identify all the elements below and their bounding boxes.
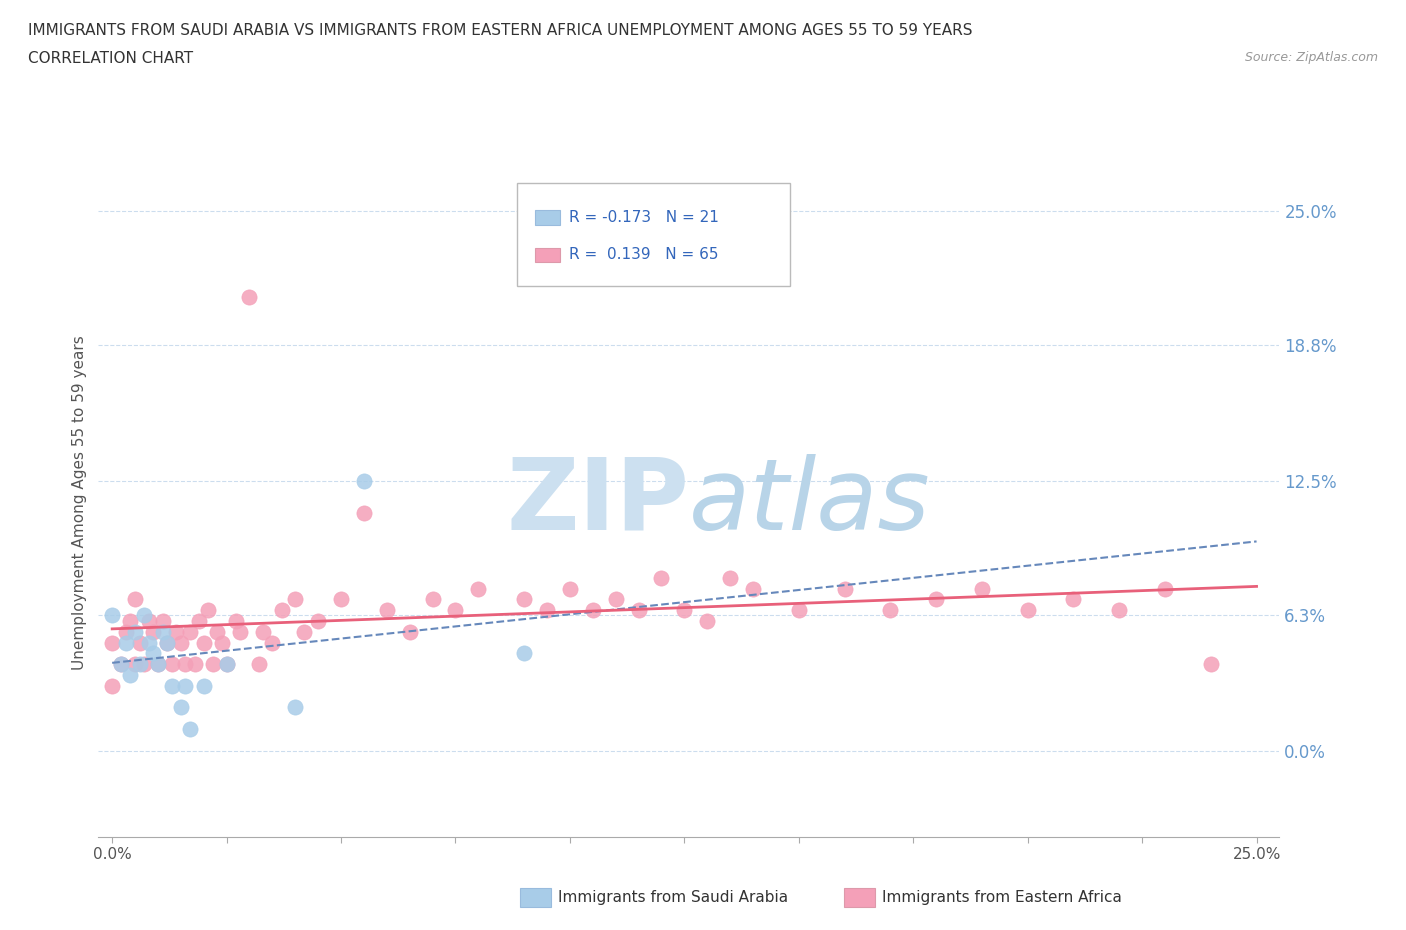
Point (673, 603, 696, 618)
Text: IMMIGRANTS FROM SAUDI ARABIA VS IMMIGRANTS FROM EASTERN AFRICA UNEMPLOYMENT AMON: IMMIGRANTS FROM SAUDI ARABIA VS IMMIGRAN… (28, 23, 973, 38)
Point (188, 614, 211, 629)
Point (925, 592, 948, 607)
Point (179, 624, 201, 639)
Point (1062, 592, 1084, 607)
Point (193, 635, 215, 650)
Point (513, 646, 536, 661)
Point (444, 603, 467, 618)
Point (152, 614, 174, 629)
Text: R = -0.173   N = 21: R = -0.173 N = 21 (568, 210, 718, 225)
Point (262, 635, 284, 650)
Point (142, 624, 165, 639)
Point (142, 646, 165, 661)
Point (174, 657, 197, 671)
Point (467, 581, 489, 596)
Point (1154, 581, 1177, 596)
Text: atlas: atlas (689, 454, 931, 551)
Point (307, 614, 329, 629)
Point (101, 607, 124, 622)
Point (128, 635, 150, 650)
Point (146, 657, 169, 671)
Point (879, 603, 901, 618)
Point (247, 657, 270, 671)
Point (742, 581, 765, 596)
Point (207, 624, 229, 639)
Point (627, 603, 650, 618)
Text: R =  0.139   N = 65: R = 0.139 N = 65 (568, 247, 718, 262)
Point (156, 635, 179, 650)
Point (215, 657, 238, 671)
Point (160, 657, 183, 671)
Point (1108, 603, 1130, 618)
Text: Immigrants from Eastern Africa: Immigrants from Eastern Africa (882, 890, 1122, 905)
Point (238, 289, 260, 304)
Point (718, 570, 741, 585)
Point (115, 624, 138, 639)
Point (183, 657, 205, 671)
Point (1017, 603, 1039, 618)
Point (179, 722, 201, 737)
Point (330, 592, 353, 607)
Point (120, 668, 142, 683)
Point (124, 657, 146, 671)
Point (513, 592, 536, 607)
Point (970, 581, 993, 596)
Point (398, 624, 420, 639)
Point (225, 614, 247, 629)
Point (650, 570, 672, 585)
Point (422, 592, 444, 607)
Point (375, 603, 398, 618)
Point (124, 592, 146, 607)
Point (124, 624, 146, 639)
Point (353, 506, 375, 521)
Text: Immigrants from Saudi Arabia: Immigrants from Saudi Arabia (558, 890, 789, 905)
Point (229, 624, 252, 639)
Y-axis label: Unemployment Among Ages 55 to 59 years: Unemployment Among Ages 55 to 59 years (72, 335, 87, 670)
Point (134, 657, 156, 671)
Point (252, 624, 274, 639)
Point (284, 700, 307, 715)
Point (110, 657, 132, 671)
Point (201, 657, 224, 671)
Point (156, 635, 179, 650)
Point (174, 678, 197, 693)
Point (170, 635, 193, 650)
Point (353, 473, 375, 488)
Point (115, 635, 138, 650)
Point (215, 657, 238, 671)
Point (558, 581, 581, 596)
Point (211, 635, 233, 650)
Point (696, 614, 718, 629)
Point (120, 614, 142, 629)
Point (294, 624, 316, 639)
Point (160, 678, 183, 693)
Point (582, 603, 605, 618)
Point (536, 603, 558, 618)
Point (193, 678, 215, 693)
Point (787, 603, 810, 618)
Point (101, 678, 124, 693)
Text: ZIP: ZIP (506, 454, 689, 551)
Text: Source: ZipAtlas.com: Source: ZipAtlas.com (1244, 51, 1378, 64)
Point (170, 700, 193, 715)
Point (270, 603, 292, 618)
Point (101, 635, 124, 650)
Point (134, 607, 156, 622)
Point (138, 614, 160, 629)
Point (1199, 657, 1222, 671)
Text: CORRELATION CHART: CORRELATION CHART (28, 51, 193, 66)
Point (834, 581, 856, 596)
Point (110, 657, 132, 671)
Point (605, 592, 627, 607)
Point (152, 624, 174, 639)
Point (284, 592, 307, 607)
Point (197, 603, 219, 618)
Point (165, 624, 187, 639)
Point (128, 657, 150, 671)
Point (138, 635, 160, 650)
Point (146, 657, 169, 671)
